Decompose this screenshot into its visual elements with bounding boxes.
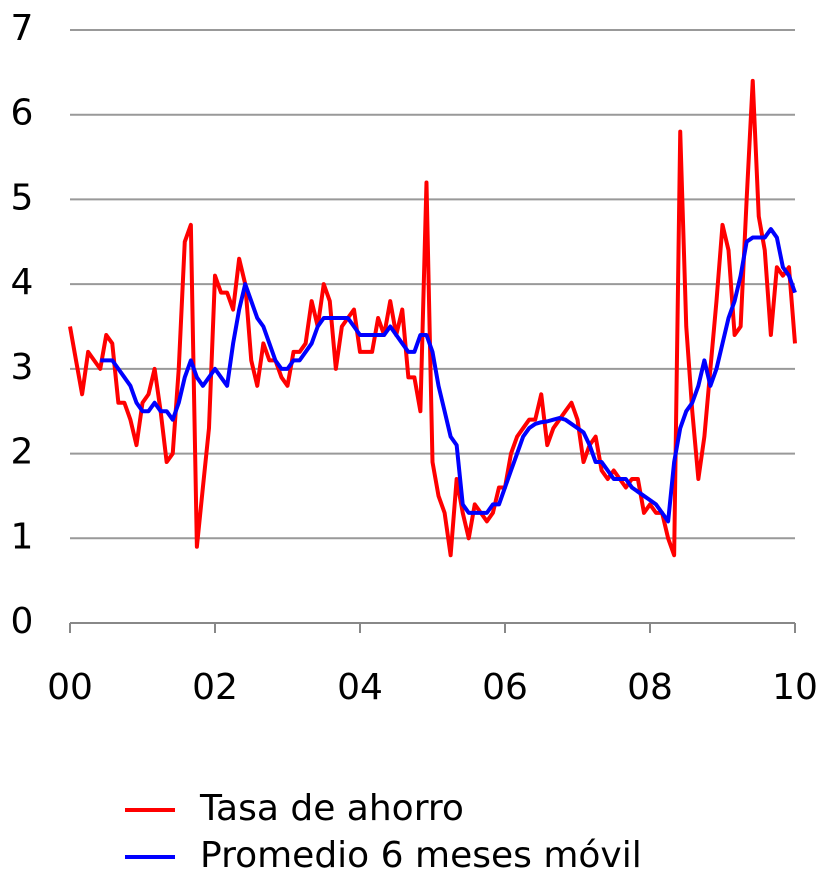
y-tick-label: 0: [11, 601, 34, 642]
series-line: [68, 78, 797, 558]
y-tick-label: 4: [11, 262, 34, 303]
y-tick-label: 2: [11, 432, 34, 473]
series-line: [100, 227, 797, 524]
x-tick-label: 02: [192, 667, 238, 708]
legend-label: Tasa de ahorro: [199, 788, 464, 829]
y-tick-label: 3: [11, 347, 34, 388]
y-tick-label: 1: [11, 516, 34, 557]
y-tick-label: 6: [11, 93, 34, 134]
y-tick-label: 7: [11, 8, 34, 49]
legend-label: Promedio 6 meses móvil: [200, 835, 642, 876]
y-tick-label: 5: [11, 177, 34, 218]
x-tick-label: 00: [47, 667, 93, 708]
x-tick-label: 04: [337, 667, 383, 708]
x-tick-label: 10: [772, 667, 818, 708]
x-tick-label: 08: [627, 667, 673, 708]
x-tick-label: 06: [482, 667, 528, 708]
